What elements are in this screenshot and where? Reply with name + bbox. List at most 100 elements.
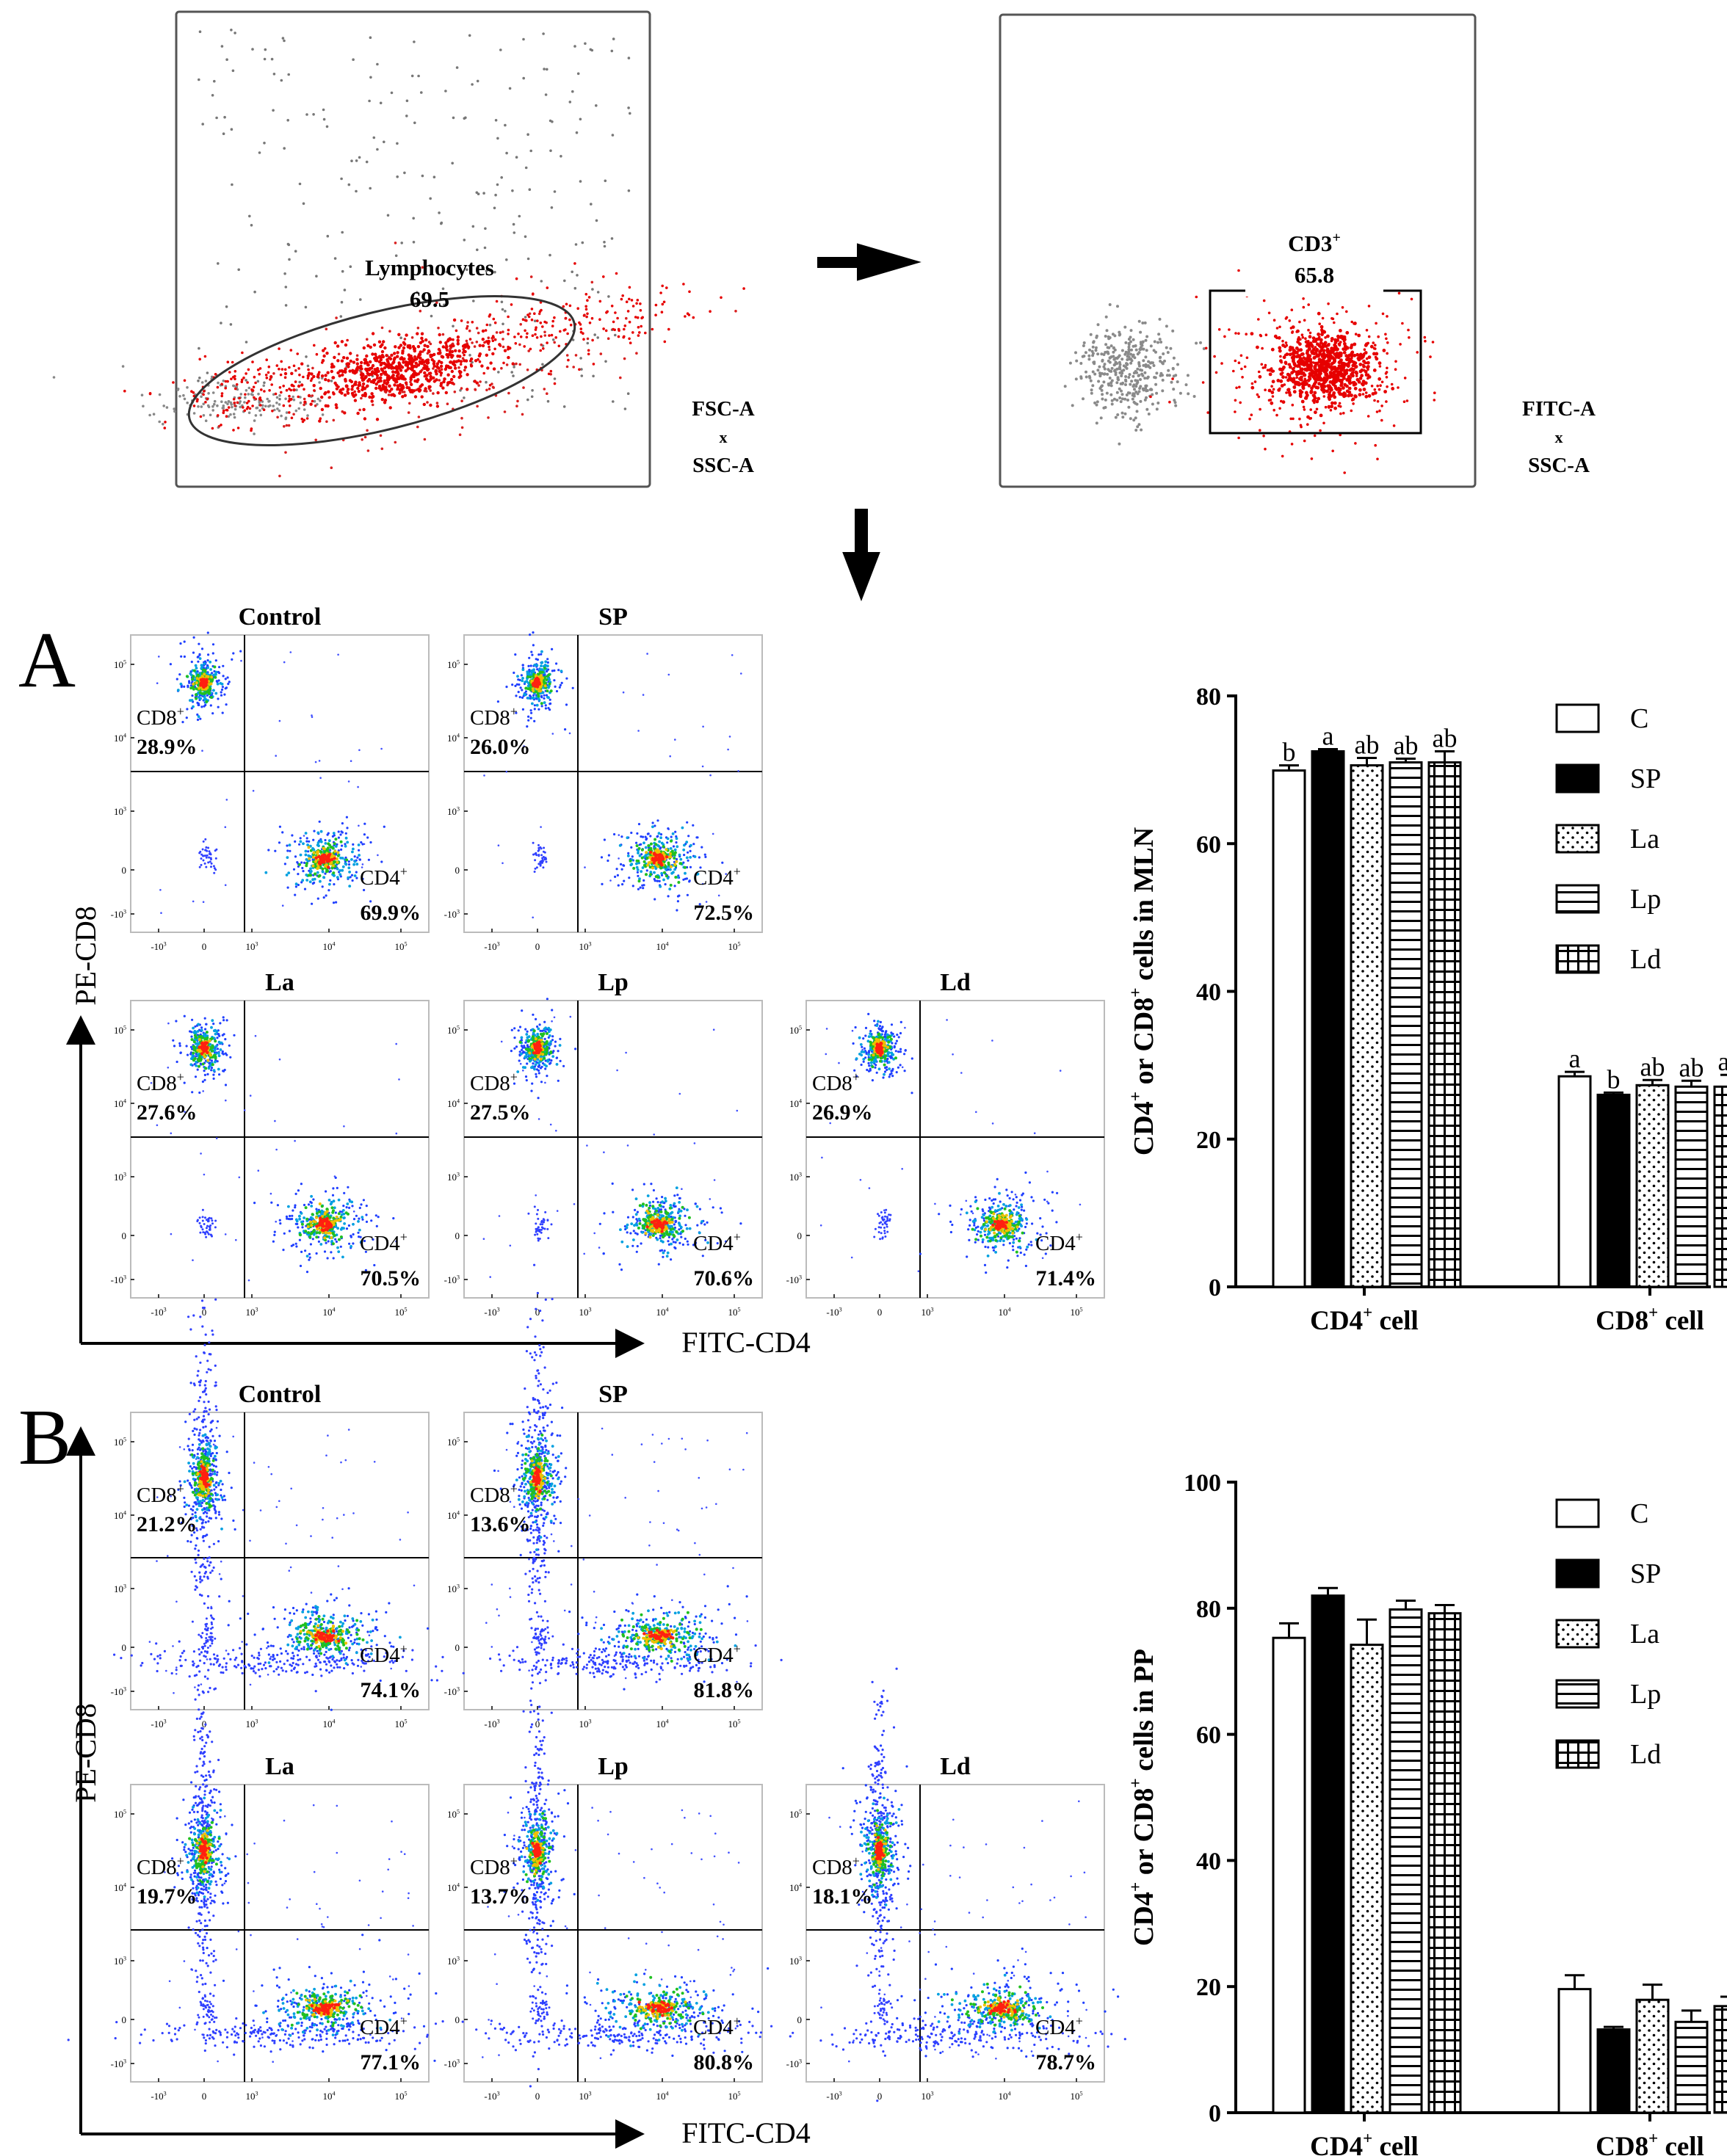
event-dot — [553, 679, 556, 682]
event-dot — [278, 403, 281, 406]
event-dot — [1306, 423, 1309, 426]
y-tick-label: 105 — [447, 659, 460, 670]
event-dot — [533, 312, 536, 316]
event-dot — [1125, 393, 1129, 396]
event-dot — [123, 389, 126, 393]
event-dot — [518, 363, 521, 366]
event-dot — [571, 270, 573, 274]
event-dot — [1322, 395, 1326, 398]
event-dot — [253, 375, 256, 379]
event-dot — [1386, 385, 1389, 388]
event-dot — [1377, 335, 1380, 338]
event-dot — [199, 415, 203, 418]
event-dot — [420, 336, 424, 340]
event-dot — [275, 402, 278, 404]
event-dot — [529, 664, 532, 667]
event-dot — [1144, 338, 1148, 342]
event-dot — [616, 316, 619, 320]
event-dot — [395, 377, 399, 381]
event-dot — [1120, 349, 1124, 352]
event-dot — [1159, 341, 1163, 344]
event-dot — [285, 424, 289, 427]
event-dot — [380, 860, 383, 863]
event-dot — [505, 151, 508, 155]
event-dot — [375, 377, 380, 380]
event-dot — [540, 668, 543, 671]
event-dot — [1113, 363, 1117, 366]
event-dot — [1290, 371, 1294, 375]
event-dot — [181, 721, 184, 724]
event-dot — [1153, 340, 1156, 344]
event-dot — [240, 378, 244, 382]
event-dot — [208, 856, 211, 859]
event-dot — [560, 681, 563, 685]
event-dot — [266, 397, 269, 401]
event-dot — [1101, 397, 1104, 401]
event-dot — [254, 414, 258, 417]
event-dot — [207, 653, 210, 656]
event-dot — [627, 189, 631, 192]
event-dot — [267, 849, 270, 852]
event-dot — [1339, 352, 1343, 356]
event-dot — [1377, 361, 1382, 366]
x-tick-label: 103 — [245, 941, 258, 952]
event-dot — [435, 362, 439, 366]
event-dot — [1161, 378, 1165, 382]
event-dot — [560, 155, 562, 158]
event-dot — [221, 711, 224, 714]
event-dot — [474, 359, 478, 363]
event-dot — [203, 705, 206, 708]
event-dot — [640, 856, 644, 860]
event-dot — [319, 777, 322, 779]
event-dot — [390, 388, 394, 391]
event-dot — [1125, 366, 1129, 370]
event-dot — [1313, 401, 1316, 404]
event-dot — [1096, 352, 1100, 356]
event-dot — [1096, 400, 1099, 404]
event-dot — [660, 871, 664, 875]
event-dot — [505, 258, 508, 261]
event-dot — [1237, 332, 1240, 335]
event-dot — [209, 682, 213, 686]
event-dot — [502, 862, 504, 865]
event-dot — [505, 363, 509, 366]
event-dot — [402, 391, 406, 393]
event-dot — [311, 366, 314, 370]
event-dot — [265, 358, 269, 362]
event-dot — [183, 655, 186, 658]
event-dot — [1423, 335, 1427, 339]
event-dot — [214, 849, 217, 852]
event-dot — [1349, 346, 1353, 349]
event-dot — [413, 40, 416, 43]
event-dot — [483, 774, 485, 777]
event-dot — [204, 419, 208, 422]
event-dot — [198, 78, 200, 81]
event-dot — [702, 725, 704, 728]
event-dot — [398, 391, 402, 395]
event-dot — [413, 121, 416, 125]
event-dot — [488, 323, 492, 327]
event-dot — [660, 311, 664, 314]
event-dot — [485, 340, 488, 343]
event-dot — [203, 862, 206, 865]
event-dot — [417, 415, 421, 418]
event-dot — [274, 392, 278, 396]
event-dot — [380, 343, 384, 346]
event-dot — [549, 702, 552, 705]
event-dot — [527, 315, 531, 319]
event-dot — [1104, 343, 1108, 346]
event-dot — [362, 407, 366, 412]
event-dot — [388, 330, 391, 333]
event-dot — [1116, 376, 1120, 380]
event-dot — [492, 386, 495, 389]
event-dot — [358, 381, 361, 385]
event-dot — [420, 332, 424, 335]
event-dot — [380, 326, 384, 330]
event-dot — [1350, 371, 1355, 375]
event-dot — [1134, 385, 1138, 388]
event-dot — [630, 299, 634, 302]
event-dot — [1132, 338, 1135, 341]
event-dot — [1286, 372, 1290, 377]
event-dot — [540, 854, 543, 857]
event-dot — [1357, 333, 1361, 338]
